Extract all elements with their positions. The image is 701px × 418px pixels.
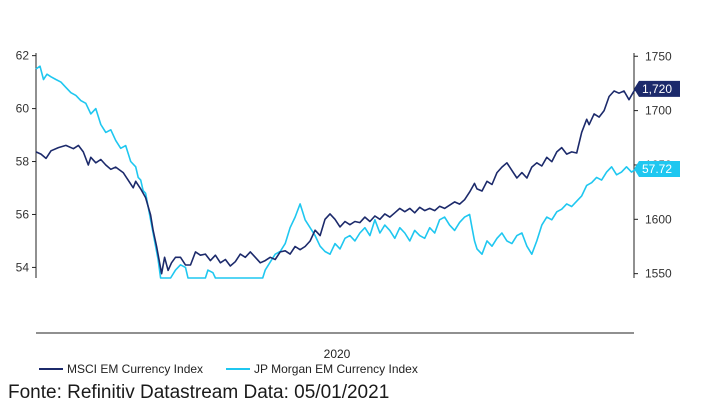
right-tick-label: 1700	[645, 104, 672, 118]
series-layer	[35, 65, 638, 279]
legend-label-msci: MSCI EM Currency Index	[67, 362, 203, 376]
x-axis-label: 2020	[324, 347, 351, 361]
legend: MSCI EM Currency Index JP Morgan EM Curr…	[39, 362, 418, 376]
right-tick-label: 1750	[645, 49, 672, 63]
left-tick-label: 56	[16, 207, 30, 221]
legend-label-jpm: JP Morgan EM Currency Index	[254, 362, 418, 376]
msci-end-value: 1,720	[642, 82, 672, 96]
jpm-end-value: 57.72	[642, 162, 672, 176]
left-tick-label: 58	[16, 155, 30, 169]
jpm-end-badge: 57.72	[634, 160, 680, 177]
left-tick-label: 54	[16, 260, 30, 274]
msci-series-line	[35, 88, 638, 275]
source-caption: Fonte: Refinitiv Datastream Data: 05/01/…	[8, 382, 390, 403]
left-tick-label: 62	[16, 49, 30, 63]
left-y-axis: 54 56 58 60 62	[16, 49, 37, 278]
jpm-series-line	[35, 65, 637, 279]
right-tick-label: 1550	[645, 267, 672, 281]
right-tick-label: 1600	[645, 212, 672, 226]
msci-end-badge: 1,720	[634, 80, 680, 97]
end-value-badges: 1,720 57.72	[634, 80, 680, 177]
left-tick-label: 60	[16, 102, 30, 116]
